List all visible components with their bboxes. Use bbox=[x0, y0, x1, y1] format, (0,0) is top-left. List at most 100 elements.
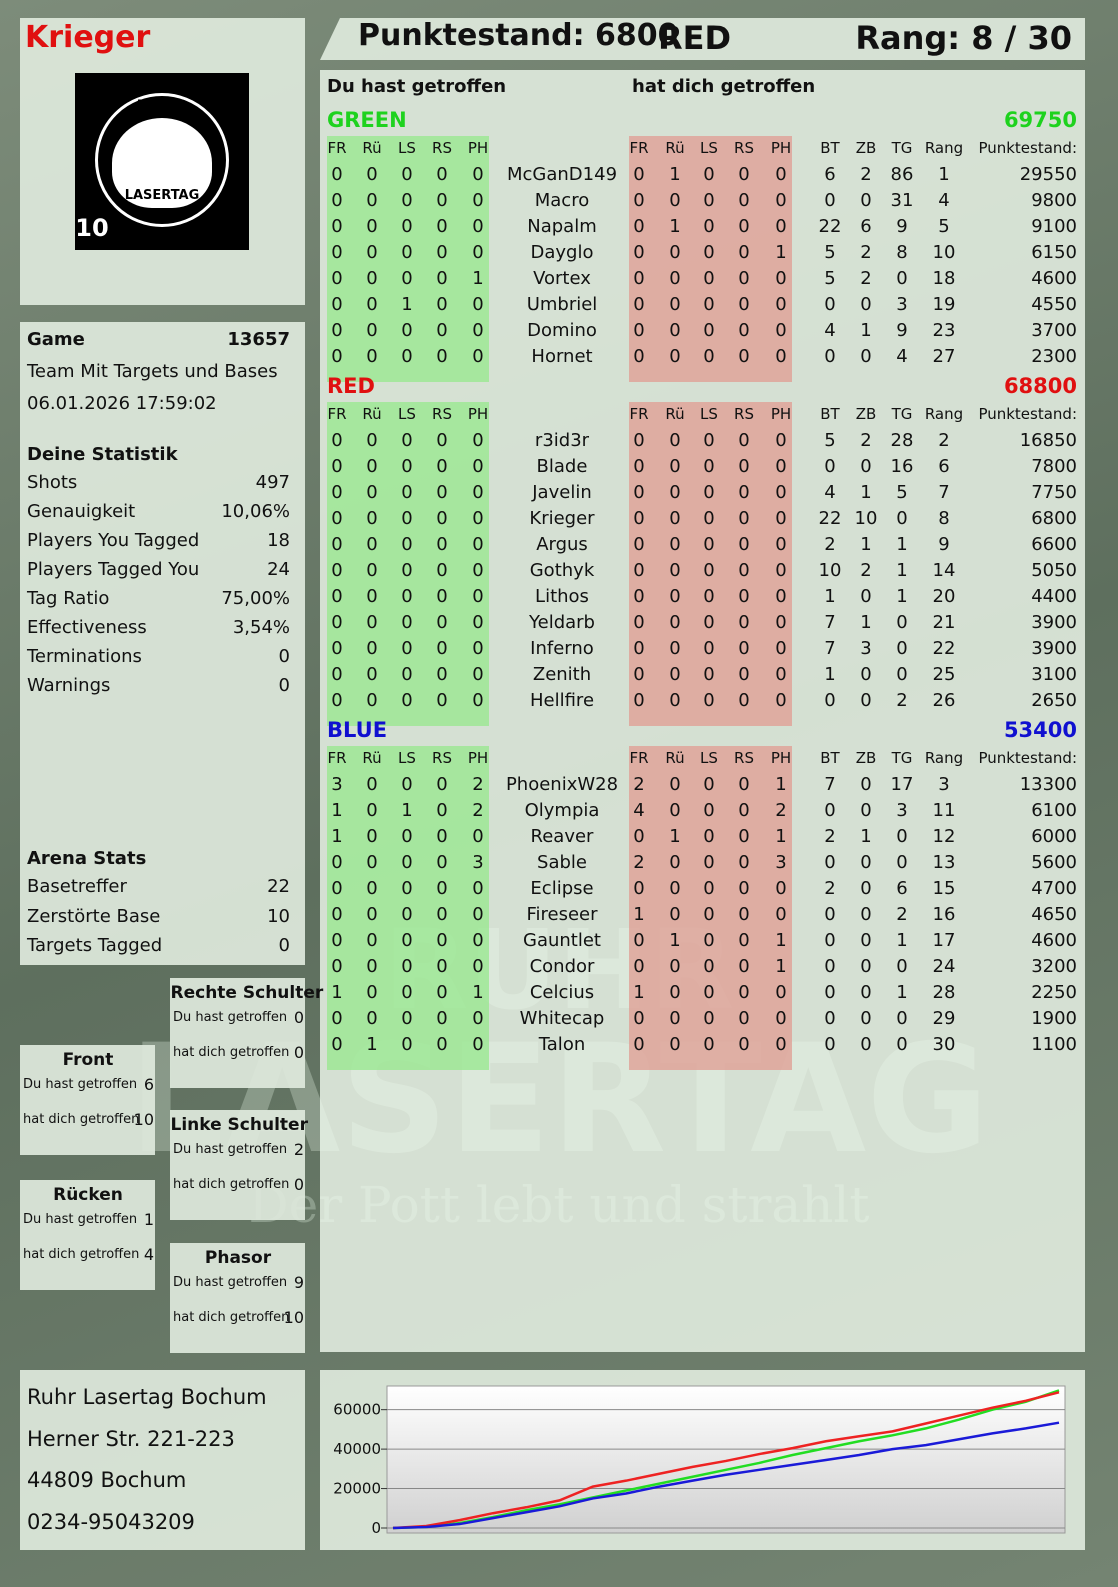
hit-bg bbox=[327, 136, 489, 382]
hit-by-cell: 0 bbox=[738, 690, 750, 711]
hit-by-cell: 0 bbox=[738, 956, 750, 977]
hit-cell: 0 bbox=[436, 216, 448, 237]
hit-cell: 3 bbox=[472, 852, 484, 873]
hit-cell: 0 bbox=[366, 1008, 378, 1029]
hit-by-cell: 0 bbox=[633, 482, 645, 503]
stat-cell: 29 bbox=[932, 1008, 956, 1029]
hit-cell: 0 bbox=[436, 242, 448, 263]
hit-by-cell: 0 bbox=[703, 320, 715, 341]
stat-cell: 1 bbox=[860, 320, 872, 341]
hit-cell: 0 bbox=[401, 1008, 413, 1029]
column-header: PH bbox=[467, 749, 489, 767]
hit-cell: 0 bbox=[331, 878, 343, 899]
hit-by-cell: 0 bbox=[703, 346, 715, 367]
player-name: Gauntlet bbox=[523, 930, 601, 951]
hit-by-cell: 0 bbox=[703, 690, 715, 711]
team-total: 53400 bbox=[1003, 718, 1077, 742]
hit-by-cell: 0 bbox=[703, 982, 715, 1003]
logo-badge: 10 bbox=[75, 214, 109, 242]
stat-cell: 2 bbox=[896, 904, 908, 925]
hit-by-cell: 0 bbox=[738, 216, 750, 237]
hit-by-cell: 0 bbox=[669, 638, 681, 659]
hit-by-cell: 0 bbox=[669, 612, 681, 633]
hit-by-cell: 0 bbox=[669, 320, 681, 341]
score-cell: 13300 bbox=[1019, 774, 1077, 795]
hit-by-cell: 0 bbox=[669, 1008, 681, 1029]
y-tick-label: 40000 bbox=[333, 1440, 381, 1458]
stat-cell: 13 bbox=[932, 852, 956, 873]
player-name: Argus bbox=[536, 534, 588, 555]
hit-by-cell: 0 bbox=[703, 612, 715, 633]
series-line bbox=[392, 1391, 1060, 1530]
hit-by-bg bbox=[629, 746, 792, 1070]
stat-cell: 8 bbox=[896, 242, 908, 263]
hit-by-cell: 0 bbox=[738, 508, 750, 529]
hit-cell: 0 bbox=[401, 982, 413, 1003]
stat-cell: 0 bbox=[896, 826, 908, 847]
stat-cell: 9 bbox=[896, 216, 908, 237]
stats-title: Deine Statistik bbox=[27, 444, 178, 465]
stat-cell: 28 bbox=[932, 982, 956, 1003]
stat-cell: 23 bbox=[932, 320, 956, 341]
hit-by-cell: 0 bbox=[738, 1008, 750, 1029]
hit-cell: 0 bbox=[401, 1034, 413, 1055]
header-bar bbox=[320, 18, 1085, 60]
stat-cell: 7 bbox=[824, 638, 836, 659]
zone-panel bbox=[170, 978, 305, 1088]
stat-cell: 20 bbox=[932, 586, 956, 607]
stat-cell: 7 bbox=[824, 612, 836, 633]
arena-label: Zerstörte Base bbox=[27, 905, 161, 927]
stat-value: 75,00% bbox=[221, 588, 290, 609]
hit-cell: 0 bbox=[366, 982, 378, 1003]
hit-cell: 0 bbox=[472, 560, 484, 581]
column-header: LS bbox=[700, 139, 718, 157]
stat-cell: 0 bbox=[824, 1008, 836, 1029]
hit-by-header: hat dich getroffen bbox=[632, 76, 816, 97]
logo-top: RUHR bbox=[136, 96, 188, 115]
arena-label: Targets Tagged bbox=[27, 935, 163, 956]
stat-cell: 6 bbox=[860, 216, 872, 237]
hit-by-cell: 0 bbox=[775, 612, 787, 633]
stat-cell: 5 bbox=[896, 482, 908, 503]
zone-value: 0 bbox=[293, 1008, 304, 1027]
column-header: FR bbox=[629, 405, 649, 423]
hit-cell: 0 bbox=[401, 826, 413, 847]
hit-by-cell: 0 bbox=[669, 482, 681, 503]
stat-cell: 12 bbox=[932, 826, 956, 847]
column-header: LS bbox=[700, 749, 718, 767]
score-cell: 3700 bbox=[1031, 320, 1077, 341]
stat-cell: 2 bbox=[860, 242, 872, 263]
hit-by-cell: 1 bbox=[775, 930, 787, 951]
hit-by-cell: 1 bbox=[775, 242, 787, 263]
player-name: Javelin bbox=[532, 482, 592, 503]
stat-cell: 0 bbox=[860, 346, 872, 367]
stat-cell: 16 bbox=[932, 904, 956, 925]
player-name: Lithos bbox=[535, 586, 589, 607]
hit-by-cell: 1 bbox=[775, 826, 787, 847]
game-panel bbox=[20, 322, 305, 965]
stat-cell: 1 bbox=[896, 982, 908, 1003]
hit-cell: 0 bbox=[366, 904, 378, 925]
hit-cell: 0 bbox=[472, 826, 484, 847]
hit-cell: 0 bbox=[436, 456, 448, 477]
plot-area bbox=[386, 1385, 1066, 1534]
hit-by-cell: 0 bbox=[703, 430, 715, 451]
hit-by-cell: 0 bbox=[669, 294, 681, 315]
stat-cell: 1 bbox=[824, 586, 836, 607]
hit-by-cell: 0 bbox=[738, 800, 750, 821]
stat-cell: 2 bbox=[860, 164, 872, 185]
hit-cell: 0 bbox=[366, 560, 378, 581]
hit-cell: 1 bbox=[401, 294, 413, 315]
stat-cell: 0 bbox=[860, 586, 872, 607]
stat-cell: 24 bbox=[932, 956, 956, 977]
hit-cell: 0 bbox=[331, 560, 343, 581]
hit-by-cell: 0 bbox=[703, 852, 715, 873]
hit-by-cell: 0 bbox=[669, 190, 681, 211]
stat-cell: 0 bbox=[860, 904, 872, 925]
score-cell: 6150 bbox=[1031, 242, 1077, 263]
hit-cell: 0 bbox=[472, 690, 484, 711]
hit-cell: 2 bbox=[472, 774, 484, 795]
stat-cell: 0 bbox=[824, 904, 836, 925]
stat-cell: 0 bbox=[824, 346, 836, 367]
hit-by-cell: 0 bbox=[703, 956, 715, 977]
